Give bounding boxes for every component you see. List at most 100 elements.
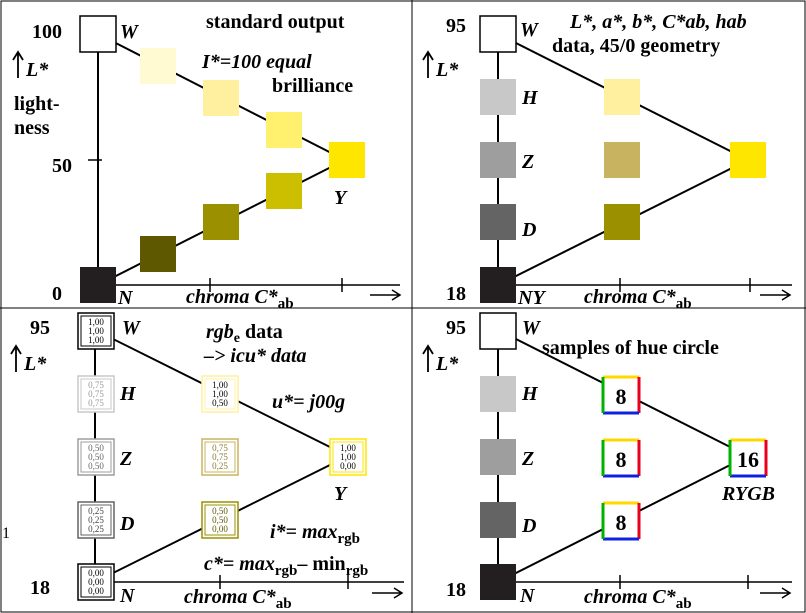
label-Z: Z: [521, 448, 534, 470]
svg-text:1,00: 1,00: [340, 452, 356, 462]
label-95: 95: [446, 15, 466, 37]
svg-text:0,00: 0,00: [88, 568, 104, 578]
svg-text:0,00: 0,00: [340, 461, 356, 471]
label-W: W: [522, 317, 541, 339]
count-1: 8: [616, 384, 627, 409]
label-H: H: [521, 87, 539, 109]
up-arrow-icon: [422, 50, 434, 78]
swatch-light-2: [203, 80, 239, 116]
title-line-2: –> icu* data: [203, 345, 307, 367]
count-2: 8: [616, 447, 627, 472]
label-H: H: [521, 383, 539, 405]
panel-top-left: 100 50 0 W N Y L* light- ness standard o…: [12, 11, 402, 312]
label-RYGB: RYGB: [721, 483, 775, 505]
label-NY: NY: [517, 287, 546, 309]
swatch-dark-2: [203, 204, 239, 240]
label-D: D: [119, 513, 134, 535]
swatch-D: [480, 204, 516, 240]
svg-text:0,50: 0,50: [212, 506, 228, 516]
box-D: 0,25 0,25 0,25: [77, 501, 115, 539]
axis-label: chroma C*ab: [186, 286, 294, 312]
label-Y: Y: [334, 483, 348, 505]
label-D: D: [521, 515, 536, 537]
label-18: 18: [30, 577, 50, 599]
label-50: 50: [52, 155, 72, 177]
svg-text:0,50: 0,50: [88, 452, 104, 462]
axis-label: chroma C*ab: [184, 586, 292, 612]
svg-text:1,00: 1,00: [340, 443, 356, 453]
hue-box-4: 16: [728, 438, 768, 478]
svg-text:0,25: 0,25: [88, 524, 104, 534]
box-LY: 1,00 1,00 0,50: [201, 375, 239, 413]
box-MY: 0,75 0,75 0,25: [201, 438, 239, 476]
svg-text:0,25: 0,25: [88, 506, 104, 516]
swatch-Y: [730, 142, 766, 178]
box-Y: 1,00 1,00 0,00: [329, 438, 367, 476]
svg-text:0,75: 0,75: [88, 389, 104, 399]
swatch-N: [480, 564, 516, 600]
count-3: 8: [616, 510, 627, 535]
box-N: 0,00 0,00 0,00: [77, 563, 115, 601]
edge-mark: 1: [2, 525, 10, 542]
title: samples of hue circle: [542, 337, 719, 359]
label-N: N: [519, 585, 536, 607]
svg-text:0,50: 0,50: [88, 443, 104, 453]
box-Z: 0,50 0,50 0,50: [77, 438, 115, 476]
swatch-Z: [480, 142, 516, 178]
up-arrow-icon: [422, 344, 434, 372]
svg-text:0,75: 0,75: [88, 380, 104, 390]
label-H: H: [119, 383, 137, 405]
swatch-light-3: [266, 112, 302, 148]
box-DY: 0,50 0,50 0,00: [201, 501, 239, 539]
svg-text:0,00: 0,00: [88, 577, 104, 587]
label-18: 18: [446, 579, 466, 601]
swatch-Z: [480, 439, 516, 475]
title-line-3: brilliance: [272, 75, 353, 97]
up-arrow-icon: [10, 344, 22, 372]
swatch-N: [80, 267, 116, 303]
svg-text:0,25: 0,25: [212, 461, 228, 471]
title-line-3: u*= j00g: [272, 391, 345, 413]
svg-text:1,00: 1,00: [212, 389, 228, 399]
swatch-H: [480, 79, 516, 115]
title-line-2: I*=100 equal: [201, 51, 312, 73]
panel-bottom-left: 1,00 1,00 1,00 0,75 0,75 0,75 0,50 0,50 …: [2, 312, 404, 612]
swatch-W: [479, 312, 517, 350]
swatch-dark-3: [140, 236, 176, 272]
axis-label: chroma C*ab: [584, 286, 692, 312]
svg-text:1,00: 1,00: [88, 335, 104, 345]
svg-text:1,00: 1,00: [88, 326, 104, 336]
title-line-2: data, 45/0 geometry: [552, 35, 720, 57]
svg-text:0,00: 0,00: [212, 524, 228, 534]
svg-text:1,00: 1,00: [212, 380, 228, 390]
swatch-H: [480, 376, 516, 412]
swatch-dark: [604, 204, 640, 240]
svg-text:0,75: 0,75: [212, 452, 228, 462]
svg-text:0,75: 0,75: [88, 398, 104, 408]
svg-text:0,50: 0,50: [212, 515, 228, 525]
label-95: 95: [446, 317, 466, 339]
label-L-star: L*: [435, 353, 459, 375]
swatch-W: [479, 15, 517, 53]
chroma-arrow: [760, 289, 792, 301]
swatch-D: [480, 502, 516, 538]
swatch-N: [480, 267, 516, 303]
svg-text:0,25: 0,25: [88, 515, 104, 525]
formula-c: c*= maxrgb– minrgb: [204, 553, 368, 579]
swatch-W: [79, 15, 117, 53]
swatch-mid: [604, 142, 640, 178]
formula-i: i*= maxrgb: [270, 521, 360, 547]
label-100: 100: [32, 21, 62, 43]
label-N: N: [119, 585, 136, 607]
label-95: 95: [30, 317, 50, 339]
up-arrow-icon: [12, 50, 24, 78]
title-line-1: rgbe data: [206, 321, 283, 346]
panel-top-right: 95 18 W H Z D NY L* L*, a*, b*, C*ab, ha…: [422, 11, 792, 312]
chroma-arrow: [372, 587, 404, 599]
count-4: 16: [737, 447, 759, 472]
label-Z: Z: [119, 448, 132, 470]
label-L-star: L*: [435, 59, 459, 81]
panel-bottom-right: 8 8 8 16 95 18 W H Z: [422, 312, 792, 612]
label-L-star: L*: [25, 59, 49, 81]
